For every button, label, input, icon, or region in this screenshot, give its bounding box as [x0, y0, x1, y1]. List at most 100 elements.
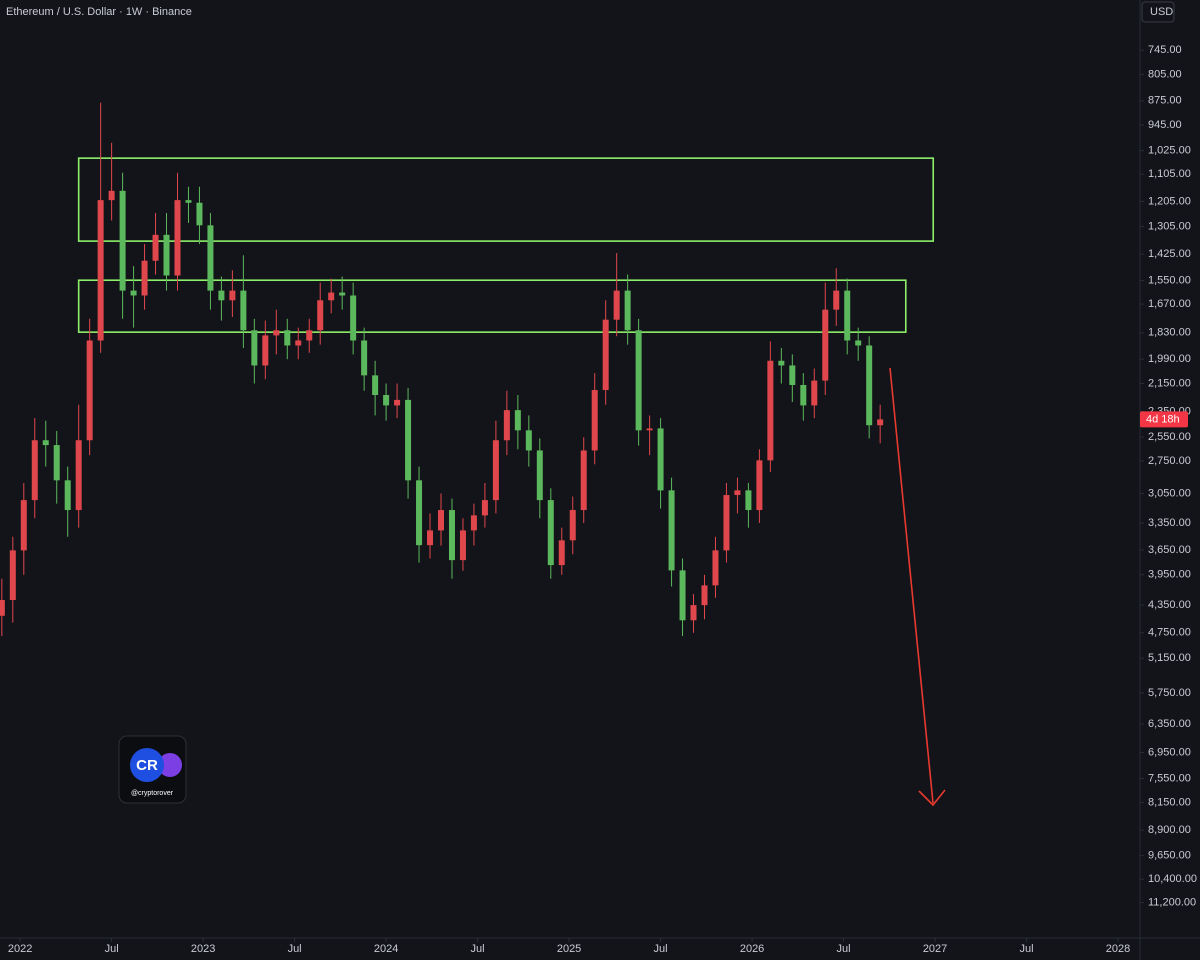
- x-tick-label: 2026: [740, 943, 764, 955]
- y-tick-label: 2,550.00: [1148, 431, 1191, 443]
- candle-body: [20, 500, 27, 551]
- x-tick-label: 2023: [191, 943, 215, 955]
- candle-body: [833, 290, 840, 310]
- candle-body: [185, 200, 192, 203]
- candle-body: [778, 360, 785, 366]
- logo-text: CR: [136, 757, 158, 774]
- x-tick-label: Jul: [654, 943, 668, 955]
- candle-body: [350, 295, 357, 341]
- candle-body: [668, 490, 675, 571]
- candle-body: [196, 202, 203, 226]
- candle-body: [756, 460, 763, 511]
- candle-body: [547, 500, 554, 566]
- candle-body: [723, 495, 730, 551]
- candle-body: [416, 480, 423, 546]
- x-tick-label: 2028: [1106, 943, 1130, 955]
- y-tick-label: 9,650.00: [1148, 850, 1191, 862]
- candle-body: [394, 399, 401, 406]
- candle-body: [240, 290, 247, 331]
- candle-body: [657, 428, 664, 491]
- y-tick-label: 8,150.00: [1148, 796, 1191, 808]
- candle-body: [767, 360, 774, 461]
- candle-body: [525, 430, 532, 451]
- y-tick-label: 3,050.00: [1148, 487, 1191, 499]
- candle-body: [877, 419, 884, 426]
- y-tick-label: 6,950.00: [1148, 746, 1191, 758]
- countdown-label: 4d 18h: [1146, 413, 1180, 425]
- candle-body: [580, 450, 587, 511]
- price-zone: [77, 157, 935, 242]
- candle-body: [284, 330, 291, 346]
- candle-body: [591, 390, 598, 451]
- x-tick-label: 2022: [8, 943, 32, 955]
- x-tick-label: Jul: [105, 943, 119, 955]
- candle-body: [372, 375, 379, 396]
- candle-body: [679, 570, 686, 621]
- y-tick-label: 2,150.00: [1148, 377, 1191, 389]
- y-tick-label: 5,150.00: [1148, 652, 1191, 664]
- currency-button[interactable]: [1141, 1, 1175, 23]
- candle-body: [53, 445, 60, 481]
- candle-body: [174, 200, 181, 276]
- candle-body: [690, 605, 697, 621]
- candle-body: [0, 600, 5, 616]
- candle-body: [317, 300, 324, 331]
- y-tick-label: 4,750.00: [1148, 627, 1191, 639]
- candle-body: [207, 225, 214, 291]
- arrow-head: [918, 789, 946, 807]
- y-tick-label: 1,550.00: [1148, 275, 1191, 287]
- candle-body: [119, 190, 126, 291]
- y-tick-label: 1,305.00: [1148, 220, 1191, 232]
- candle-body: [405, 399, 412, 481]
- candle-body: [273, 330, 280, 336]
- logo-circle: [130, 748, 164, 782]
- candle-body: [64, 480, 71, 511]
- candle-body: [130, 290, 137, 296]
- watermark-handle: @cryptorover: [131, 790, 174, 797]
- candle-body: [558, 540, 565, 566]
- candle-body: [437, 510, 444, 531]
- candle-body: [295, 340, 302, 346]
- candle-body: [448, 510, 455, 561]
- y-tick-label: 745.00: [1148, 44, 1182, 56]
- currency-label[interactable]: USD: [1150, 6, 1173, 18]
- y-tick-label: 945.00: [1148, 119, 1182, 131]
- forecast-arrow: [889, 367, 946, 807]
- candle-body: [514, 410, 521, 431]
- candle-body: [569, 510, 576, 541]
- price-badge: [1140, 411, 1188, 428]
- y-tick-label: 1,025.00: [1148, 144, 1191, 156]
- candle-body: [701, 585, 708, 606]
- candle-body: [163, 234, 170, 276]
- y-tick-label: 6,350.00: [1148, 718, 1191, 730]
- x-tick-label: Jul: [288, 943, 302, 955]
- y-tick-label: 1,670.00: [1148, 298, 1191, 310]
- watermark: CR @cryptorover: [118, 735, 187, 804]
- x-tick-label: Jul: [471, 943, 485, 955]
- y-tick-label: 5,750.00: [1148, 687, 1191, 699]
- logo-eth-circle: [158, 753, 182, 777]
- candle-body: [152, 234, 159, 261]
- candle-body: [42, 440, 49, 446]
- candle-body: [141, 260, 148, 296]
- candle-body: [108, 190, 115, 201]
- candle-body: [459, 530, 466, 561]
- candle-body: [712, 550, 719, 586]
- candle-body: [306, 330, 313, 341]
- candle-body: [789, 365, 796, 385]
- y-tick-label: 3,650.00: [1148, 544, 1191, 556]
- candle-body: [844, 290, 851, 341]
- chart-title: Ethereum / U.S. Dollar · 1W · Binance: [6, 6, 192, 18]
- y-tick-label: 8,900.00: [1148, 824, 1191, 836]
- arrow-shaft: [889, 367, 934, 804]
- candle-body: [536, 450, 543, 501]
- y-tick-label: 7,550.00: [1148, 772, 1191, 784]
- y-tick-label: 3,350.00: [1148, 517, 1191, 529]
- candle-body: [866, 345, 873, 426]
- candle-body: [811, 380, 818, 406]
- y-tick-label: 10,400.00: [1148, 873, 1197, 885]
- candle-body: [262, 335, 269, 366]
